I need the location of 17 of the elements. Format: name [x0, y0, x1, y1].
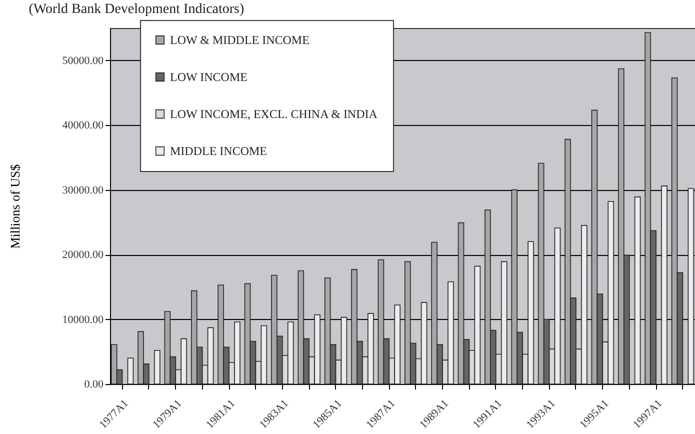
y-tick-label: 0.00 — [84, 378, 104, 390]
bar — [688, 188, 694, 384]
legend-label: LOW & MIDDLE INCOME — [170, 33, 310, 47]
y-tick-label: 30000.00 — [62, 184, 104, 196]
y-tick-label: 50000.00 — [62, 54, 104, 67]
legend-label: LOW INCOME, EXCL. CHINA & INDIA — [170, 107, 378, 121]
bar — [661, 186, 668, 384]
bar — [634, 196, 641, 384]
bar — [154, 350, 160, 384]
y-tick-label: 40000.00 — [62, 120, 104, 132]
y-tick-label: 20000.00 — [62, 249, 104, 262]
y-axis-title: Millions of US$ — [7, 164, 22, 249]
legend-label: MIDDLE INCOME — [170, 144, 267, 158]
bar — [127, 358, 134, 384]
legend-label: LOW INCOME — [170, 70, 248, 84]
y-tick-label: 10000.00 — [62, 314, 104, 326]
chart-title: (World Bank Development Indicators) — [28, 2, 245, 17]
